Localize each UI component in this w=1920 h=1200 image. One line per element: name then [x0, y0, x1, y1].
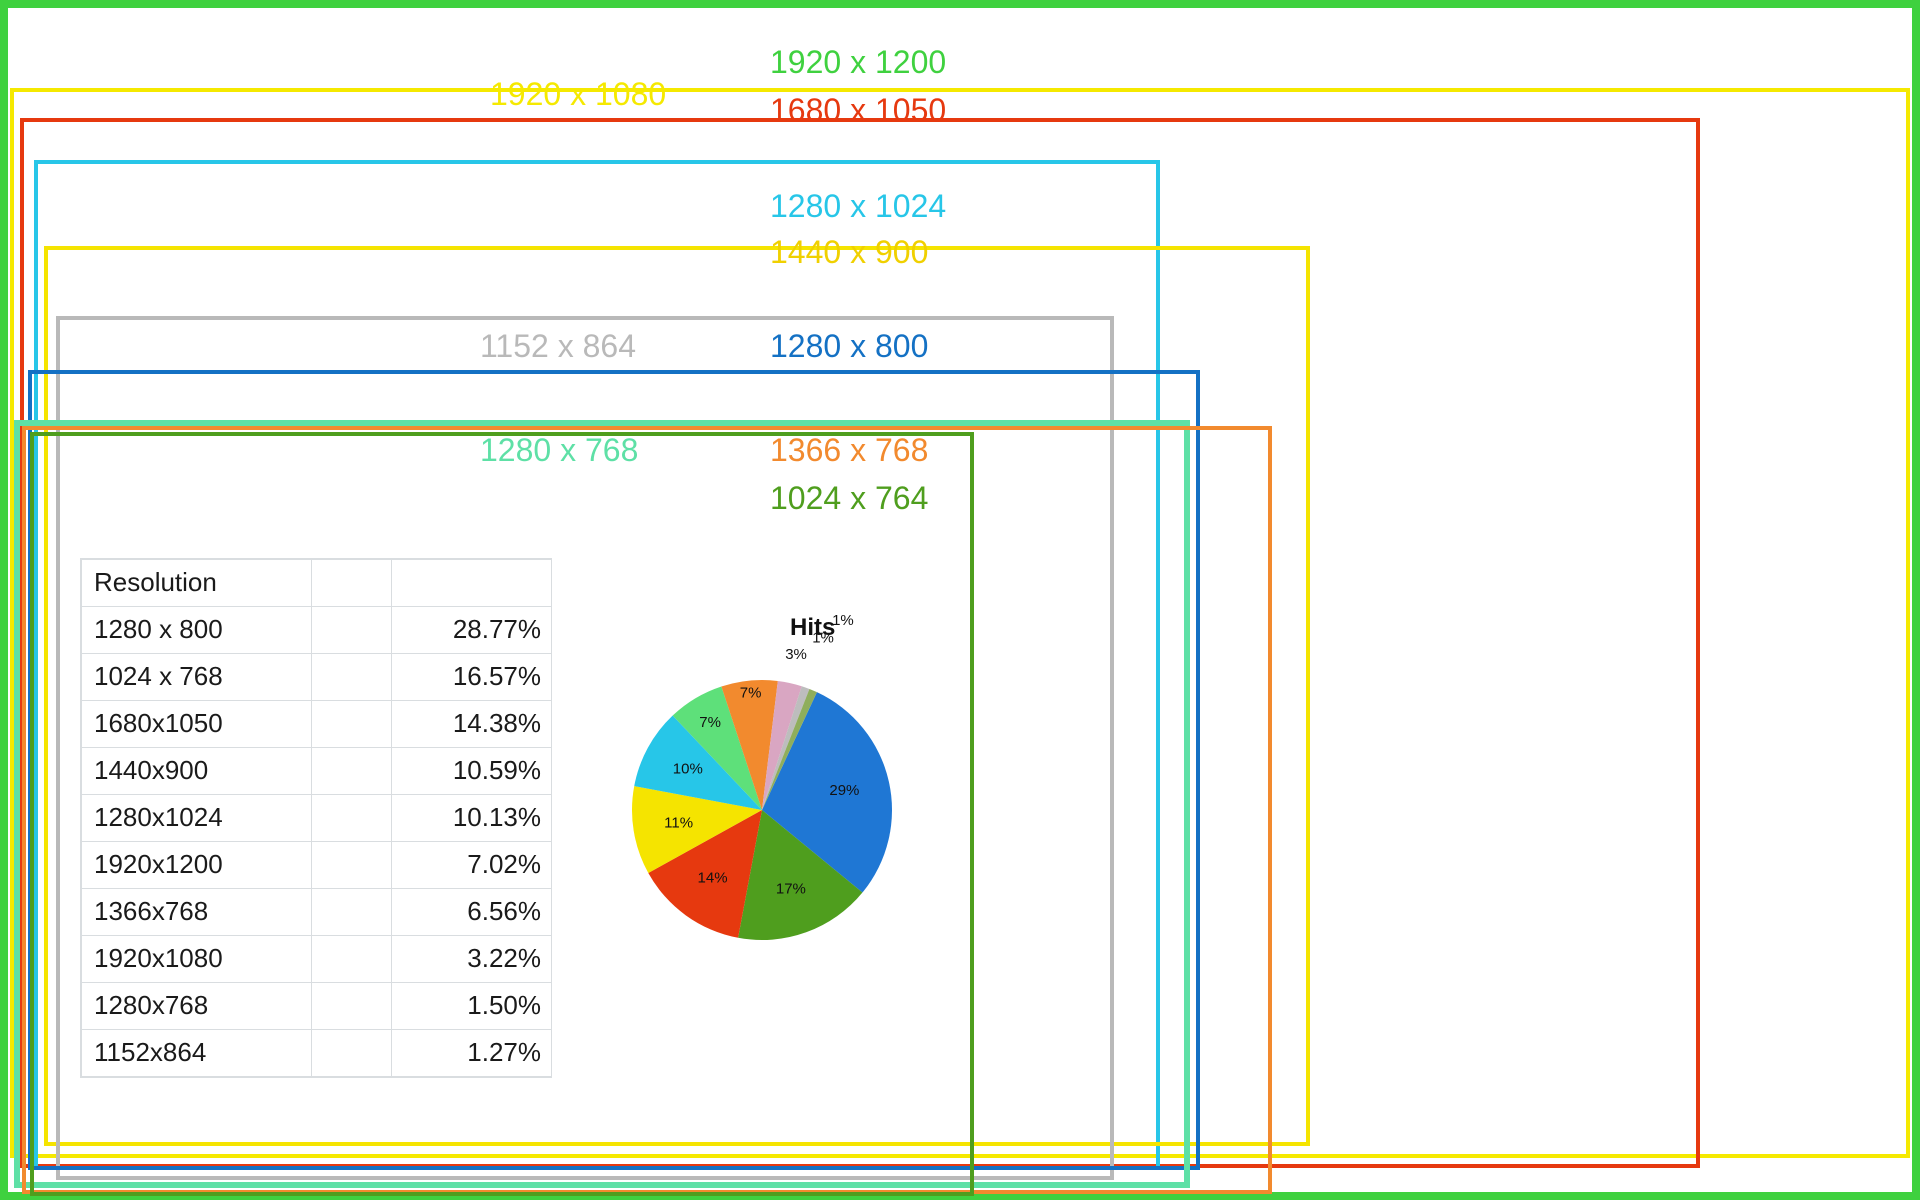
table-header-resolution: Resolution: [82, 560, 312, 607]
cell-blank: [312, 607, 392, 654]
cell-blank: [312, 795, 392, 842]
pie-chart: 29% 17% 14% 11% 10% 7% 7% 3% 1%1%: [512, 560, 1012, 1060]
cell-resolution: 1280x1024: [82, 795, 312, 842]
pie-slice-label: 29%: [829, 782, 859, 799]
pie-slice-label: 7%: [740, 685, 762, 702]
res-label-b1152x864: 1152 x 864: [480, 328, 636, 365]
cell-blank: [312, 983, 392, 1030]
res-label-b1920x1200: 1920 x 1200: [770, 44, 946, 81]
table-row: 1920x12007.02%: [82, 842, 552, 889]
cell-blank: [312, 936, 392, 983]
pie-slice-label: 3%: [785, 646, 807, 663]
pie-slice-label: 10%: [673, 761, 703, 778]
pie-slice-label: 17%: [776, 880, 806, 897]
res-label-b1280x1024: 1280 x 1024: [770, 188, 946, 225]
pie-slice-label: 7%: [699, 714, 721, 731]
cell-blank: [312, 654, 392, 701]
table-row: 1280x102410.13%: [82, 795, 552, 842]
table-row: 1280x7681.50%: [82, 983, 552, 1030]
table-row: 1152x8641.27%: [82, 1030, 552, 1077]
cell-resolution: 1680x1050: [82, 701, 312, 748]
cell-resolution: 1152x864: [82, 1030, 312, 1077]
cell-blank: [312, 889, 392, 936]
cell-resolution: 1280x768: [82, 983, 312, 1030]
table-row: 1024 x 76816.57%: [82, 654, 552, 701]
cell-resolution: 1366x768: [82, 889, 312, 936]
table-row: 1366x7686.56%: [82, 889, 552, 936]
pie-slice-label: 11%: [664, 814, 693, 831]
res-label-b1024x764: 1024 x 764: [770, 480, 928, 517]
res-label-b1680x1050: 1680 x 1050: [770, 92, 946, 129]
cell-resolution: 1920x1200: [82, 842, 312, 889]
diagram-stage: 1920 x 1200 1920 x 1080 1680 x 1050 1280 x …: [0, 0, 1920, 1200]
resolution-table: Resolution1280 x 80028.77%1024 x 76816.5…: [80, 558, 552, 1078]
table-row: 1920x10803.22%: [82, 936, 552, 983]
cell-resolution: 1024 x 768: [82, 654, 312, 701]
pie-slice-label: 14%: [698, 870, 728, 887]
res-label-b1280x800: 1280 x 800: [770, 328, 928, 365]
table-header-blank1: [312, 560, 392, 607]
res-label-b1440x900: 1440 x 900: [770, 234, 928, 271]
pie-slice-label: 1%: [812, 630, 834, 647]
table-row: 1440x90010.59%: [82, 748, 552, 795]
pie-slice-label: 1%: [832, 612, 854, 629]
cell-resolution: 1440x900: [82, 748, 312, 795]
table-row: 1680x105014.38%: [82, 701, 552, 748]
cell-blank: [312, 748, 392, 795]
cell-resolution: 1920x1080: [82, 936, 312, 983]
table-row: 1280 x 80028.77%: [82, 607, 552, 654]
cell-blank: [312, 701, 392, 748]
cell-resolution: 1280 x 800: [82, 607, 312, 654]
cell-blank: [312, 1030, 392, 1077]
cell-blank: [312, 842, 392, 889]
res-label-b1920x1080: 1920 x 1080: [490, 76, 666, 113]
